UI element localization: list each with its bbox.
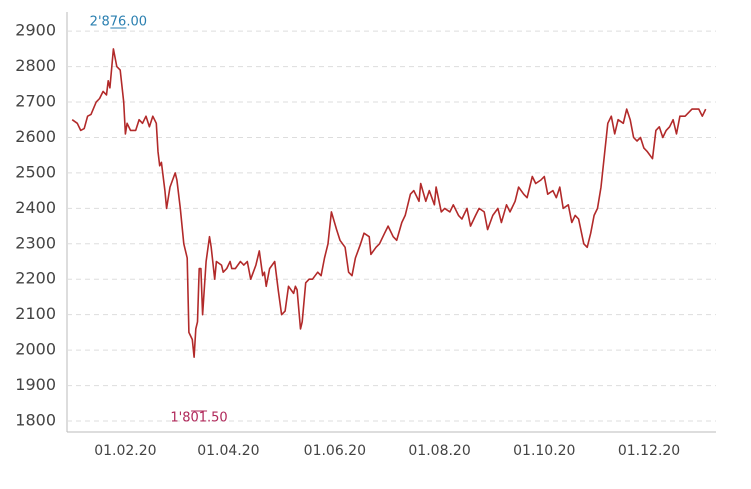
y-tick-label: 2100: [15, 304, 56, 323]
y-tick-label: 2300: [15, 233, 56, 252]
x-tick-label: 01.10.20: [513, 443, 575, 459]
x-tick-label: 01.06.20: [304, 443, 366, 459]
y-tick-label: 1900: [15, 375, 56, 394]
y-tick-label: 2800: [15, 56, 56, 75]
y-tick-label: 2700: [15, 92, 56, 111]
x-tick-label: 01.02.20: [94, 443, 156, 459]
y-tick-label: 2000: [15, 340, 56, 359]
x-tick-label: 01.08.20: [408, 443, 470, 459]
x-tick-label: 01.04.20: [197, 443, 259, 459]
annotation-label: 1'801.50: [170, 411, 227, 426]
annotation-label: 2'876.00: [90, 15, 147, 30]
y-tick-label: 2200: [15, 269, 56, 288]
y-tick-label: 2900: [15, 21, 56, 40]
y-tick-label: 2600: [15, 127, 56, 146]
y-tick-label: 2400: [15, 198, 56, 217]
x-tick-label: 01.12.20: [618, 443, 680, 459]
data-line: [71, 48, 707, 358]
y-tick-label: 2500: [15, 162, 56, 181]
y-tick-label: 1800: [15, 411, 56, 430]
